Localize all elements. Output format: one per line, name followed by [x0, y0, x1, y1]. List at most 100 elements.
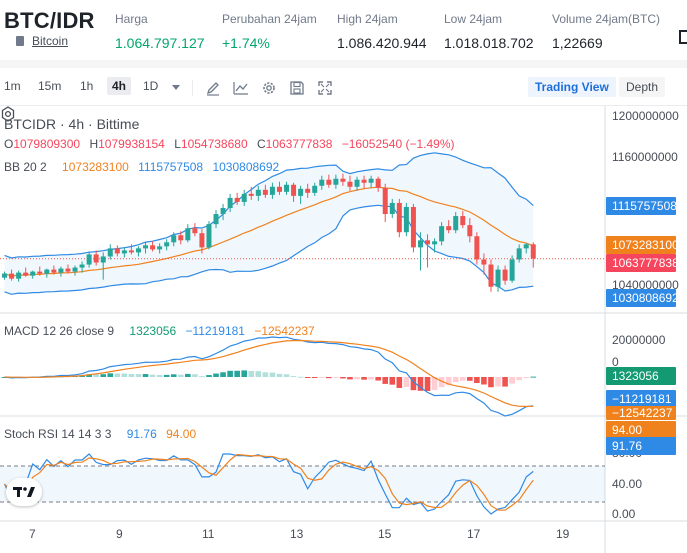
interval-4h[interactable]: 4h: [107, 77, 132, 95]
macd-histogram-bar: [431, 377, 438, 391]
macd-histogram-bar: [424, 377, 431, 391]
stat-value: +1.74%: [222, 35, 270, 51]
rsi-legend: Stoch RSI 14 14 3 3 91.76 94.00: [4, 427, 196, 441]
time-axis-label: 19: [556, 527, 570, 541]
candle-body: [502, 269, 508, 281]
candle-body: [51, 269, 57, 273]
macd-histogram-bar: [79, 375, 85, 377]
trading-chart[interactable]: BTCIDR · 4h · Bittime O1079809300 H10799…: [0, 106, 687, 553]
pencil-icon[interactable]: [205, 80, 221, 96]
candle-body: [361, 179, 367, 183]
candle-body: [375, 178, 381, 188]
macd-histogram-bar: [509, 377, 515, 384]
macd-histogram-bar: [185, 373, 191, 377]
macd-histogram-bar: [516, 377, 522, 381]
candle-body: [192, 228, 198, 234]
macd-histogram-bar: [227, 370, 233, 377]
candle-body: [241, 193, 247, 202]
macd-histogram-bar: [389, 377, 396, 385]
macd-histogram-bar: [459, 377, 466, 381]
candle-body: [65, 268, 71, 272]
time-axis-label: 13: [290, 527, 304, 541]
macd-histogram-bar: [452, 377, 459, 383]
candle-body: [474, 236, 480, 260]
macd-histogram-bar: [283, 374, 290, 377]
line-chart-icon[interactable]: [233, 80, 249, 96]
chevron-down-icon[interactable]: [172, 85, 180, 90]
bb-fill: [4, 152, 534, 295]
candle-body: [248, 193, 254, 196]
high-value: 1079938154: [98, 137, 165, 151]
chart-settings-icon[interactable]: [0, 106, 16, 122]
chart-symbol-title: BTCIDR · 4h · Bittime: [4, 116, 140, 132]
candle-body: [58, 268, 64, 273]
candle-body: [128, 250, 134, 253]
candle-body: [93, 254, 99, 263]
candle-body: [495, 269, 501, 287]
toolbar-divider: [192, 80, 193, 96]
macd-histogram-bar: [403, 377, 410, 387]
open-value: 1079809300: [13, 137, 81, 151]
candle-body: [276, 186, 282, 192]
rsi-k-tag: 91.76: [606, 437, 676, 455]
candle-body: [291, 184, 297, 196]
macd-histogram-bar: [354, 377, 360, 380]
bb-legend: BB 20 2 1073283100 1115757508 1030808692: [4, 160, 279, 174]
bb-upper-value: 1115757508: [138, 160, 204, 174]
rsi-k-value: 91.76: [126, 427, 157, 441]
candle-body: [213, 214, 219, 225]
tradingview-logo[interactable]: [6, 478, 42, 506]
macd-histogram-bar: [467, 377, 473, 381]
stat-value: 1,22669: [552, 35, 603, 51]
macd-line-tag: −11219181: [606, 390, 676, 408]
macd-histogram-bar: [262, 372, 269, 377]
candle-body: [453, 216, 459, 231]
trading-view-button[interactable]: Trading View: [528, 77, 616, 97]
save-icon[interactable]: [289, 80, 305, 96]
candle-body: [347, 181, 353, 187]
stat-price: Harga 1.064.797.127: [115, 12, 205, 51]
candle-body: [178, 235, 184, 241]
macd-histogram-bar: [177, 374, 184, 377]
ohlc-legend: O1079809300 H1079938154 L1054738680 C106…: [4, 137, 455, 151]
rsi-label: Stoch RSI 14 14 3 3: [4, 427, 112, 441]
rsi-axis-label: 40.00: [612, 477, 643, 491]
candle-body: [467, 225, 473, 237]
stat-high: High 24jam 1.086.420.944: [337, 12, 427, 51]
bb-label: BB 20 2: [4, 160, 47, 174]
macd-label: MACD 12 26 close 9: [4, 324, 115, 338]
candle-body: [9, 273, 15, 279]
macd-histogram-bar: [396, 377, 403, 388]
interval-1h[interactable]: 1h: [80, 79, 94, 93]
macd-histogram-bar: [93, 374, 99, 377]
interval-1d[interactable]: 1D: [143, 79, 159, 93]
interval-15m[interactable]: 15m: [38, 79, 62, 93]
candle-body: [30, 271, 36, 276]
candle-body: [417, 240, 423, 248]
interval-1m[interactable]: 1m: [4, 79, 21, 93]
candle-body: [530, 244, 536, 259]
macd-signal-value: −12542237: [254, 324, 315, 338]
candle-body: [157, 246, 163, 250]
fullscreen-icon[interactable]: [317, 80, 333, 96]
macd-legend: MACD 12 26 close 9 1323056 −11219181 −12…: [4, 324, 315, 338]
macd-histogram-bar: [523, 377, 530, 378]
stat-volume: Volume 24jam(BTC) 1,22669: [552, 12, 660, 51]
candle-body: [86, 254, 92, 265]
macd-histogram-bar: [361, 377, 367, 380]
macd-histogram-bar: [410, 377, 417, 391]
candle-body: [150, 245, 156, 250]
depth-button[interactable]: Depth: [619, 77, 666, 97]
macd-histogram-bar: [121, 373, 128, 377]
candle-body: [79, 264, 85, 268]
macd-line: [4, 336, 534, 417]
macd-histogram-bar: [304, 377, 311, 378]
macd-axis-label: 20000000: [612, 333, 666, 347]
bracket-icon[interactable]: [679, 30, 687, 44]
stat-label: Low 24jam: [444, 12, 503, 26]
macd-histogram-bar: [297, 376, 304, 378]
coin-link[interactable]: Bitcoin: [16, 34, 68, 48]
gear-icon[interactable]: [261, 80, 277, 96]
macd-histogram-bar: [135, 374, 142, 377]
chart-canvas[interactable]: [0, 106, 687, 553]
